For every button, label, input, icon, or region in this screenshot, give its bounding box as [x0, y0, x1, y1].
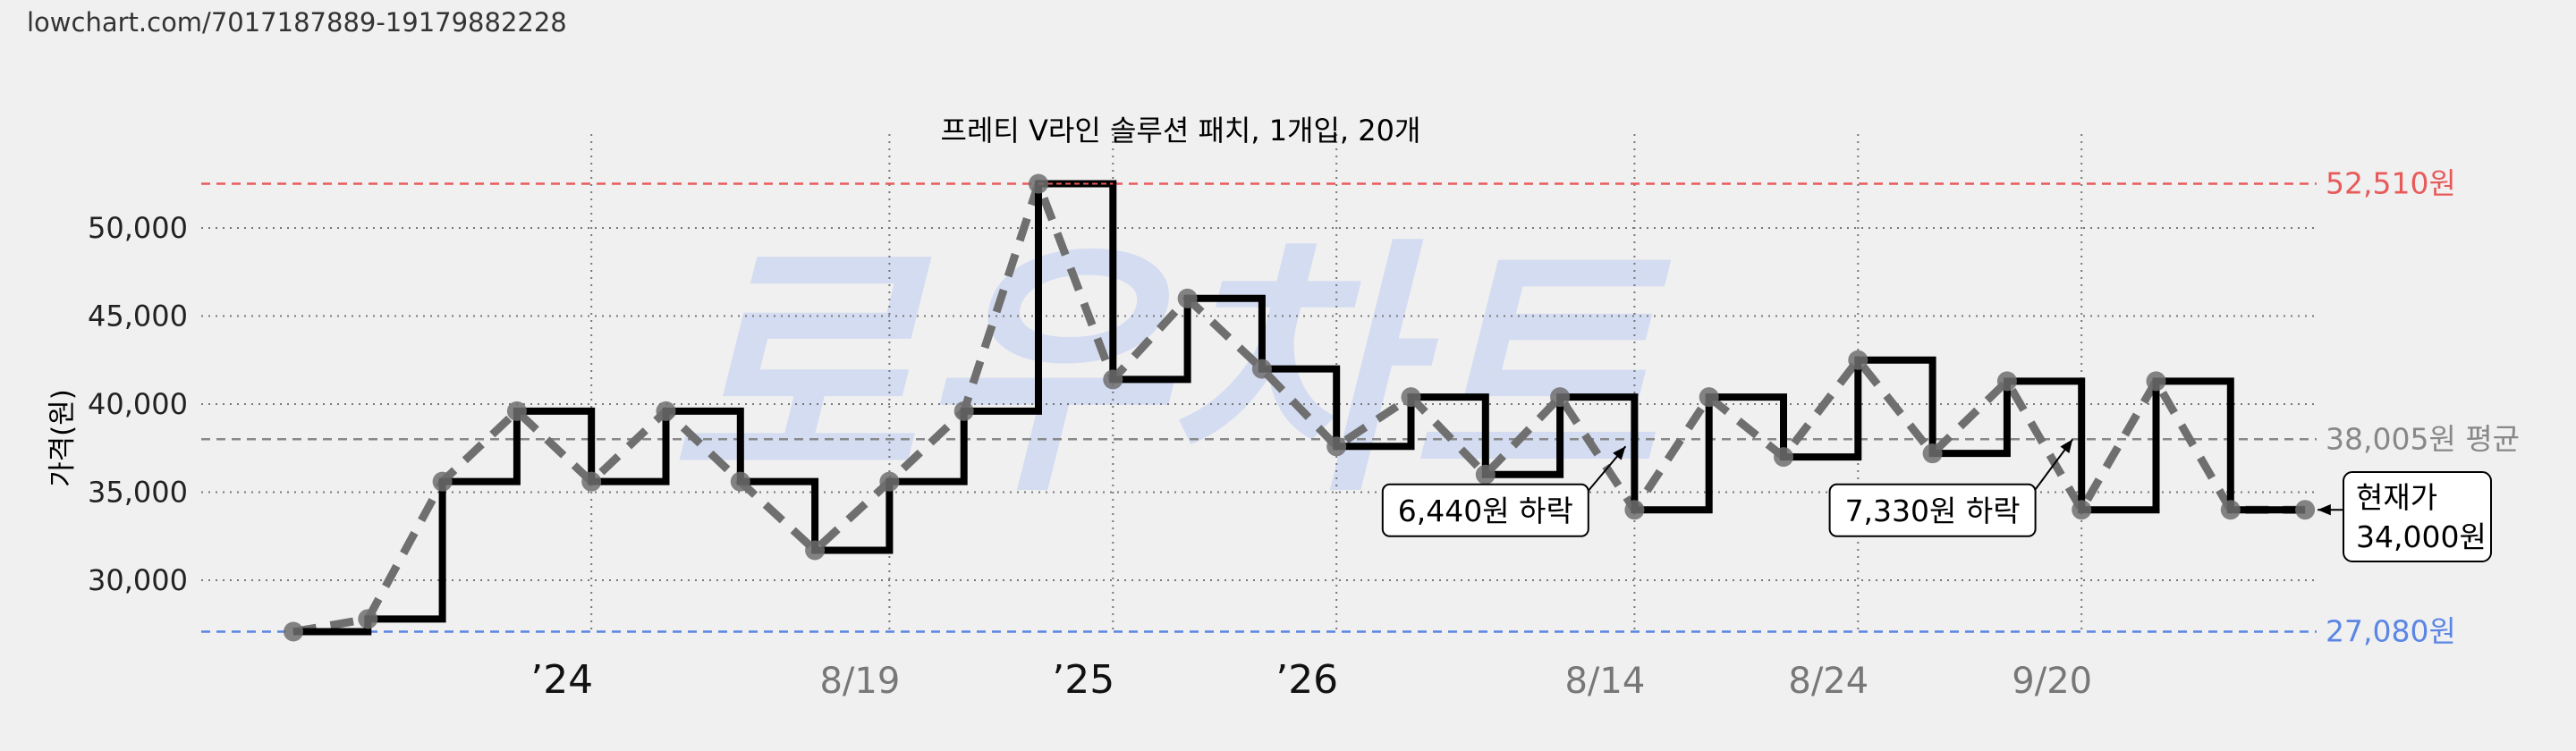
- trend-line: [292, 180, 2306, 636]
- annotation-arrow-head: [1613, 446, 1626, 460]
- data-point: [284, 621, 303, 642]
- data-point: [1401, 387, 1421, 408]
- reference-label-min: 27,080원: [2326, 614, 2456, 649]
- annotation-arrow-head: [2060, 439, 2073, 453]
- data-point: [1848, 350, 1868, 370]
- data-point: [730, 471, 750, 492]
- y-tick-label: 50,000: [88, 211, 188, 245]
- x-tick-label: ’26: [1275, 657, 1338, 703]
- reference-label-max: 52,510원: [2326, 166, 2456, 201]
- chart-url: lowchart.com/7017187889-19179882228: [27, 7, 567, 38]
- data-point: [1475, 464, 1496, 485]
- current-price-arrow-head: [2318, 503, 2331, 516]
- price-step-line: [293, 180, 2306, 636]
- data-point: [1624, 500, 1645, 520]
- y-axis-label: 가격(원): [47, 389, 79, 487]
- annotation-label: 7,330원 하락: [1845, 494, 2021, 528]
- data-point: [953, 401, 974, 421]
- data-point: [1029, 173, 1048, 194]
- x-tick-label: 9/20: [2012, 661, 2092, 702]
- data-point: [1326, 436, 1347, 457]
- y-tick-label: 40,000: [88, 387, 188, 421]
- data-point: [581, 471, 602, 492]
- data-point: [1922, 443, 1943, 464]
- x-tick-label: 8/19: [819, 661, 900, 702]
- current-price-title: 현재가: [2356, 480, 2437, 515]
- annotation-label: 6,440원 하락: [1398, 494, 1573, 528]
- data-point: [1774, 447, 1793, 468]
- data-point: [1550, 387, 1571, 408]
- y-tick-label: 30,000: [88, 563, 188, 597]
- data-point: [1177, 288, 1198, 308]
- reference-label-avg: 38,005원 평균: [2326, 421, 2520, 456]
- x-tick-label: ’25: [1052, 657, 1114, 703]
- data-point: [1996, 371, 2017, 392]
- x-tick-label: 8/24: [1788, 661, 1868, 702]
- data-point: [656, 401, 676, 421]
- chart-title: 프레티 V라인 솔루션 패치, 1개입, 20개: [941, 114, 1421, 148]
- annotation-box: [1381, 483, 1589, 537]
- data-point: [879, 471, 900, 492]
- watermark-logo: 로우차트: [669, 216, 1674, 528]
- data-point: [1251, 359, 1272, 379]
- x-tick-label: 8/14: [1564, 661, 1645, 702]
- data-point: [1699, 387, 1719, 408]
- y-tick-label: 35,000: [88, 476, 188, 510]
- data-point: [2072, 500, 2092, 520]
- data-point: [2220, 500, 2241, 520]
- y-tick-label: 45,000: [88, 300, 188, 333]
- current-price-value: 34,000원: [2356, 519, 2487, 554]
- data-point: [506, 401, 527, 421]
- current-price-box: [2343, 471, 2492, 562]
- data-point: [358, 609, 378, 629]
- data-point: [2295, 500, 2316, 520]
- data-point: [432, 471, 453, 492]
- data-point: [805, 540, 826, 561]
- x-tick-label: ’24: [530, 657, 593, 703]
- data-point: [2146, 371, 2166, 392]
- data-point: [1103, 369, 1123, 390]
- annotation-box: [1828, 483, 2037, 537]
